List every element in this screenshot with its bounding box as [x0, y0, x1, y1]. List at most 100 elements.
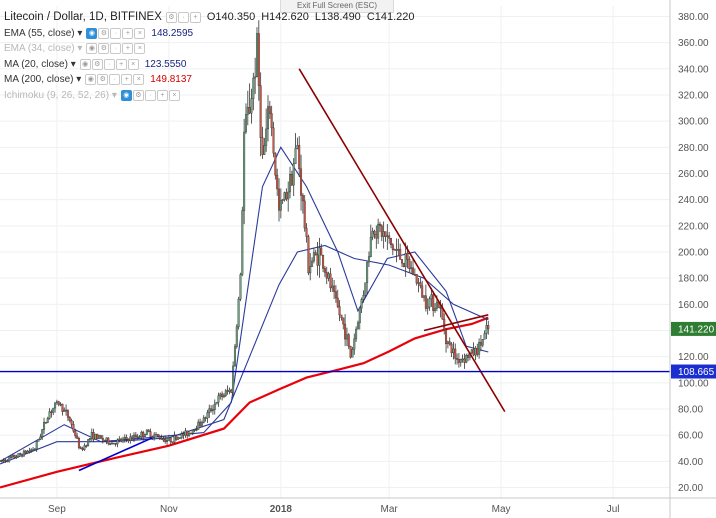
indicator-value: 149.8137	[150, 74, 192, 85]
more-icon[interactable]: ·	[177, 12, 189, 24]
x-tick-label: Nov	[160, 504, 178, 515]
exit-fullscreen-button[interactable]: Exit Full Screen (ESC)	[280, 0, 394, 13]
indicator-row[interactable]: Ichimoku (9, 26, 52, 26) ▾ ◉ ⚙ · + ×	[4, 88, 415, 104]
candle-body	[340, 314, 343, 319]
add-icon[interactable]: +	[156, 89, 168, 101]
candle-body	[221, 393, 224, 398]
candle-body	[213, 403, 216, 410]
close-icon[interactable]: ×	[133, 74, 145, 86]
candle-body	[4, 459, 7, 462]
symbol-row: Litecoin / Dollar, 1D, BITFINEX ⚙ · + O140…	[4, 10, 415, 26]
indicator-controls[interactable]: ◉ ⚙ · + ×	[120, 89, 180, 101]
close-icon[interactable]: ×	[168, 89, 180, 101]
candle-body	[401, 259, 404, 264]
time-axis[interactable]: Sep Nov 2018 Mar May Jul	[0, 497, 716, 515]
eye-icon[interactable]: ◉	[85, 74, 97, 86]
candle-body	[298, 145, 301, 170]
settings-icon[interactable]: ⚙	[97, 74, 109, 86]
y-tick-label: 160.00	[678, 300, 709, 311]
candle-body	[402, 262, 405, 268]
candle-body	[399, 248, 402, 260]
candle-body	[366, 261, 369, 283]
descending-trendline[interactable]	[298, 68, 506, 413]
candle-body	[63, 409, 66, 412]
add-icon[interactable]: +	[122, 27, 134, 39]
add-icon[interactable]: +	[189, 12, 201, 24]
add-icon[interactable]: +	[122, 43, 134, 55]
more-icon[interactable]: ·	[110, 43, 122, 55]
candle-body	[459, 359, 462, 363]
candle-body	[103, 439, 106, 442]
candle-body	[397, 248, 400, 251]
candle-body	[145, 429, 148, 435]
eye-icon[interactable]: ◉	[120, 89, 132, 101]
candle-body	[2, 459, 5, 462]
candle-body	[127, 439, 130, 441]
candle-body	[246, 107, 249, 115]
price-axis[interactable]: 20.0040.0060.0080.00100.00120.00140.0016…	[669, 0, 716, 518]
candle-body	[41, 429, 44, 437]
candle-body	[445, 329, 448, 344]
add-icon[interactable]: +	[115, 58, 127, 70]
candle-body	[158, 435, 161, 439]
close-icon[interactable]: ×	[127, 58, 139, 70]
y-tick-label: 300.00	[678, 117, 709, 128]
more-icon[interactable]: ·	[110, 27, 122, 39]
indicator-row[interactable]: MA (200, close) ▾ ◉ ⚙ · + × 149.8137	[4, 72, 415, 88]
candle-body	[268, 106, 271, 114]
indicator-controls[interactable]: ◉ ⚙ · + ×	[79, 58, 139, 70]
settings-icon[interactable]: ⚙	[98, 43, 110, 55]
candle-body	[259, 85, 262, 138]
candle-body	[219, 393, 222, 397]
settings-icon[interactable]: ⚙	[98, 27, 110, 39]
candle-body	[109, 443, 112, 445]
close-icon[interactable]: ×	[134, 43, 146, 55]
more-icon[interactable]: ·	[109, 74, 121, 86]
settings-icon[interactable]: ⚙	[165, 12, 177, 24]
candle-body	[149, 431, 152, 438]
eye-icon[interactable]: ◉	[79, 58, 91, 70]
last-price-label-bg	[671, 321, 716, 336]
indicator-controls[interactable]: ◉ ⚙ · + ×	[86, 27, 146, 39]
candle-body	[254, 76, 257, 79]
candle-body	[454, 348, 457, 359]
symbol-controls[interactable]: ⚙ · +	[165, 12, 201, 24]
candle-body	[37, 439, 40, 442]
indicator-row[interactable]: EMA (55, close) ▾ ◉ ⚙ · + × 148.2595	[4, 26, 415, 42]
candle-body	[112, 442, 115, 445]
ascending-trendline[interactable]	[78, 437, 153, 472]
indicator-controls[interactable]: ◉ ⚙ · + ×	[85, 74, 145, 86]
eye-icon[interactable]: ◉	[86, 43, 98, 55]
indicator-controls[interactable]: ◉ ⚙ · + ×	[86, 43, 146, 55]
close-icon[interactable]: ×	[134, 27, 146, 39]
x-tick-label: May	[492, 504, 511, 515]
indicator-row[interactable]: MA (20, close) ▾ ◉ ⚙ · + × 123.5550	[4, 57, 415, 73]
candle-body	[224, 390, 227, 396]
candle-body	[164, 438, 167, 442]
settings-icon[interactable]: ⚙	[132, 89, 144, 101]
candle-body	[285, 192, 288, 200]
more-icon[interactable]: ·	[103, 58, 115, 70]
candle-body	[66, 410, 69, 418]
ohlc-close: C141.220	[366, 11, 415, 23]
candle-body	[478, 342, 481, 355]
y-tick-label: 180.00	[678, 274, 709, 285]
candle-body	[10, 456, 13, 459]
candle-body	[373, 230, 376, 235]
more-icon[interactable]: ·	[144, 89, 156, 101]
candle-body	[33, 448, 36, 451]
add-icon[interactable]: +	[121, 74, 133, 86]
settings-icon[interactable]: ⚙	[91, 58, 103, 70]
ma-line	[0, 316, 489, 489]
candle-body	[43, 421, 46, 430]
candle-body	[114, 443, 117, 445]
candle-body	[138, 436, 141, 438]
symbol-title[interactable]: Litecoin / Dollar, 1D, BITFINEX	[4, 11, 162, 23]
upper-trendline[interactable]	[423, 314, 489, 332]
eye-icon[interactable]: ◉	[86, 27, 98, 39]
candle-body	[336, 297, 339, 307]
candle-body	[19, 453, 22, 455]
candle-body	[105, 437, 108, 441]
indicator-row[interactable]: EMA (34, close) ▾ ◉ ⚙ · + ×	[4, 41, 415, 57]
